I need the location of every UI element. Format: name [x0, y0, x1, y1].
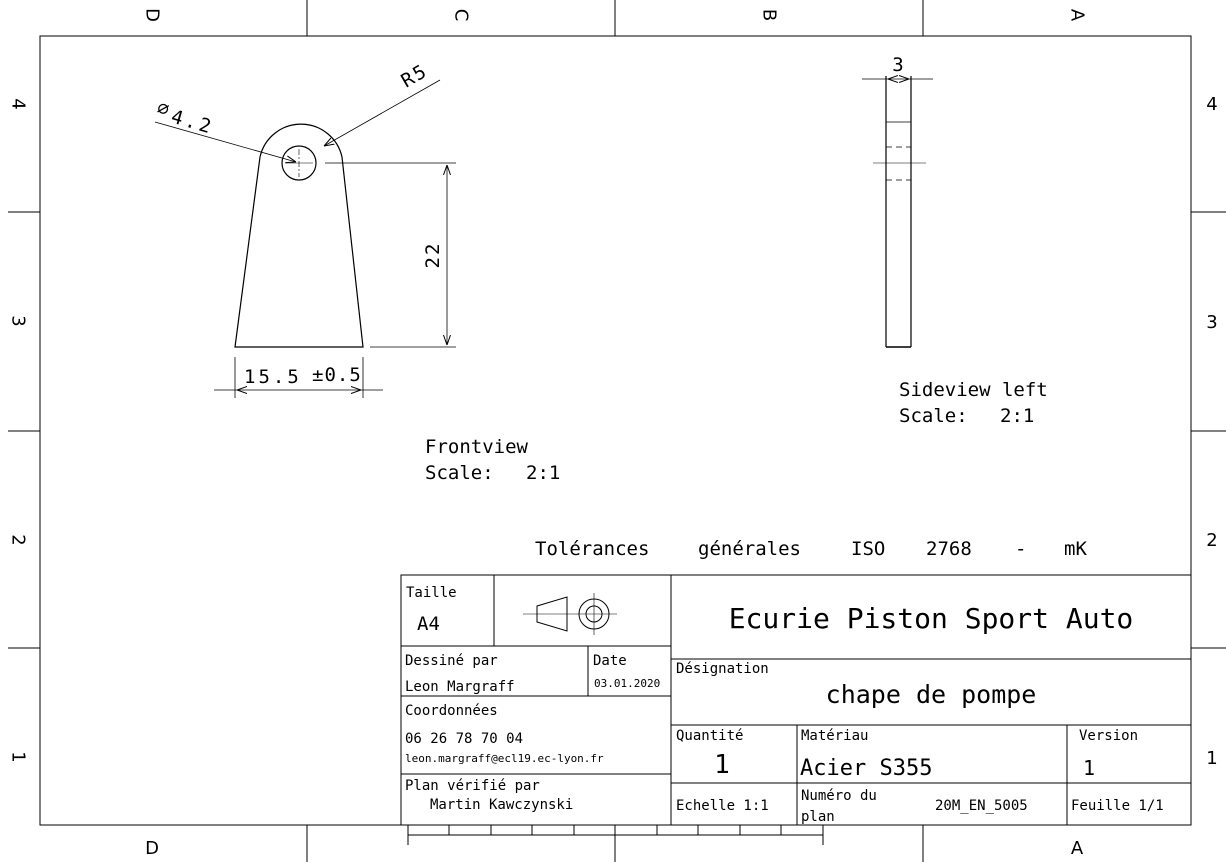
front-view-outline [234, 123, 364, 348]
material-value: Acier S355 [800, 756, 932, 781]
hole-circle [281, 145, 317, 181]
designation-label: Désignation [676, 661, 769, 677]
tolerances-number: 2768 [926, 538, 972, 560]
checked-by-label: Plan vérifié par [405, 778, 540, 794]
side-view-scale: 2:1 [1000, 405, 1034, 427]
side-view-scale-label: Scale: [899, 405, 968, 427]
diameter-leader [154, 121, 296, 162]
zone-col-bottom: D [145, 838, 159, 859]
designation-value: chape de pompe [826, 680, 1037, 709]
front-view-scale-label: Scale: [425, 462, 494, 484]
zone-row-left: 3 [8, 315, 29, 326]
zone-row-right: 3 [1206, 312, 1217, 333]
width-tolerance: ±0.5 [312, 364, 362, 386]
zone-row-left: 4 [8, 98, 29, 109]
tolerances-word: générales [698, 538, 801, 560]
email-value: leon.margraff@ecl19.ec-lyon.fr [405, 752, 604, 765]
scale-ruler [407, 825, 824, 845]
front-view: ∅ 4.2 R5 22 15.5 ±0.5 Frontview Scale: 2… [155, 60, 561, 484]
drawing-scale: Echelle 1:1 [676, 798, 769, 814]
tolerances-standard: ISO [851, 538, 885, 560]
zone-row-right: 1 [1206, 748, 1217, 769]
zone-row-left: 2 [8, 534, 29, 545]
drawn-by-value: Leon Margraff [405, 679, 515, 695]
tolerances-label: Tolérances [535, 538, 649, 560]
tolerances-dash: - [1015, 538, 1026, 560]
quantity-value: 1 [714, 750, 730, 780]
zone-col-bottom: A [1071, 838, 1084, 859]
front-view-title: Frontview [425, 436, 529, 458]
height-value: 22 [422, 242, 444, 269]
zone-col-top: C [451, 9, 472, 22]
title-block-border [400, 574, 1192, 826]
contact-label: Coordonnées [405, 703, 498, 719]
diameter-value: 4.2 [169, 106, 217, 139]
version-label: Version [1079, 728, 1138, 744]
general-tolerances: Tolérances générales ISO 2768 - mK [535, 538, 1087, 560]
tolerances-class: mK [1064, 538, 1087, 560]
plan-number-label: Numéro du [801, 788, 877, 804]
zone-row-left: 1 [8, 751, 29, 762]
zone-row-right: 2 [1206, 530, 1217, 551]
version-value: 1 [1083, 756, 1095, 780]
size-value: A4 [417, 613, 440, 635]
size-label: Taille [406, 585, 457, 601]
phone-value: 06 26 78 70 04 [405, 731, 523, 747]
thickness-value: 3 [892, 54, 903, 76]
radius-leader [324, 79, 441, 146]
drawn-by-label: Dessiné par [405, 653, 498, 669]
title-block [400, 574, 1192, 826]
material-label: Matériau [801, 728, 868, 744]
side-view-title: Sideview left [899, 379, 1048, 401]
sheet-number: Feuille 1/1 [1071, 798, 1164, 814]
company-name: Ecurie Piston Sport Auto [729, 602, 1134, 635]
zone-col-top: D [142, 8, 163, 22]
diameter-symbol: ∅ [155, 97, 172, 121]
side-view [862, 76, 933, 348]
quantity-label: Quantité [676, 728, 743, 744]
width-value: 15.5 [244, 366, 302, 388]
plan-number-value: 20M_EN_5005 [935, 798, 1028, 814]
front-view-scale: 2:1 [526, 462, 560, 484]
plan-number-label-2: plan [801, 809, 835, 825]
projection-symbol-icon [523, 593, 617, 635]
zone-col-top: A [1067, 9, 1088, 22]
zone-col-top: B [759, 9, 780, 21]
date-value: 03.01.2020 [594, 677, 660, 690]
checked-by-value: Martin Kawczynski [430, 797, 573, 813]
date-label: Date [593, 653, 627, 669]
zone-row-right: 4 [1206, 94, 1217, 115]
